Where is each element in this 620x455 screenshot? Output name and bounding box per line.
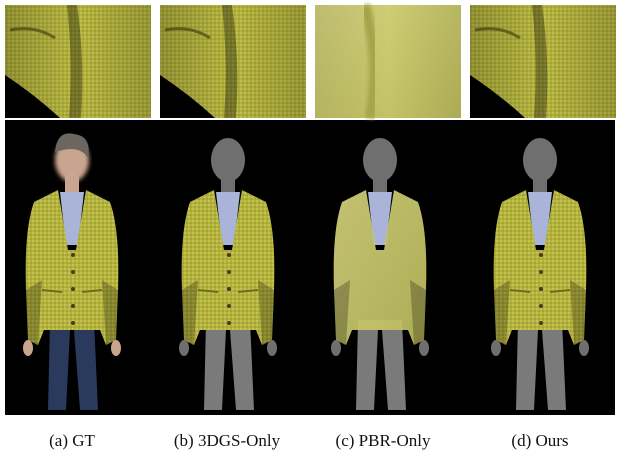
button: [71, 321, 75, 325]
head: [363, 138, 397, 182]
button: [227, 287, 231, 291]
figure: (a) GT (b) 3DGS-Only (c) PBR-Only (d) Ou…: [0, 0, 620, 455]
button: [71, 253, 75, 257]
crop-shade: [470, 5, 616, 118]
hand: [419, 340, 429, 356]
caption: (d) Ours: [511, 431, 568, 450]
hand: [331, 340, 341, 356]
caption: (b) 3DGS-Only: [174, 431, 281, 450]
button: [539, 287, 543, 291]
button: [227, 270, 231, 274]
button: [539, 270, 543, 274]
caption: (a) GT: [49, 431, 95, 450]
hand: [179, 340, 189, 356]
button: [227, 304, 231, 308]
button: [539, 321, 543, 325]
head: [523, 138, 557, 182]
hand: [267, 340, 277, 356]
button: [539, 253, 543, 257]
crop-shade: [160, 5, 306, 118]
crop-shade: [315, 5, 461, 118]
crop-shade: [5, 5, 151, 118]
button: [71, 287, 75, 291]
hand: [23, 340, 33, 356]
button: [71, 304, 75, 308]
head: [211, 138, 245, 182]
button: [227, 253, 231, 257]
hand: [111, 340, 121, 356]
button: [227, 321, 231, 325]
caption: (c) PBR-Only: [336, 431, 431, 450]
hand: [579, 340, 589, 356]
button: [539, 304, 543, 308]
button: [71, 270, 75, 274]
hand: [491, 340, 501, 356]
